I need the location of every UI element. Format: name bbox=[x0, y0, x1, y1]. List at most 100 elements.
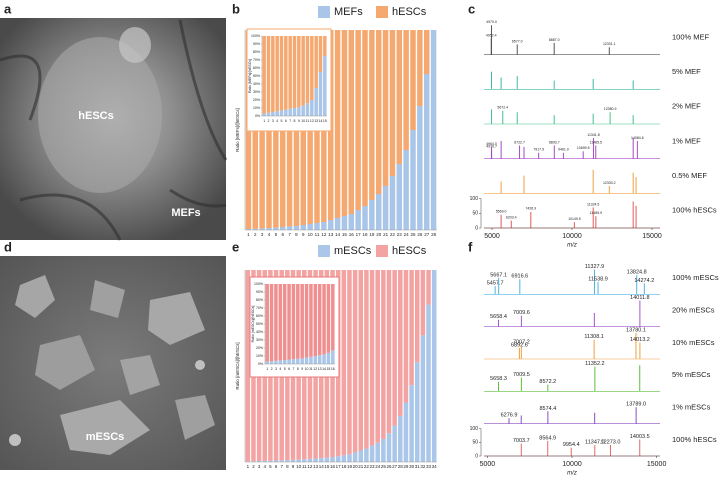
bar-segment bbox=[322, 354, 326, 364]
bar-segment bbox=[423, 30, 430, 74]
peak-label: 5569.0 bbox=[496, 210, 507, 214]
bar-segment bbox=[403, 270, 409, 403]
bar-segment bbox=[301, 105, 305, 116]
x-tick-label: 22 bbox=[364, 464, 370, 469]
x-tick-label: 1 bbox=[247, 464, 250, 469]
bar-segment bbox=[309, 284, 313, 357]
x-tick-label: 5000 bbox=[484, 233, 500, 240]
bar-segment bbox=[326, 352, 331, 364]
bar-segment bbox=[331, 284, 335, 351]
x-tick-label: 16 bbox=[331, 367, 335, 371]
bar-segment bbox=[369, 200, 375, 230]
bar-segment bbox=[409, 270, 414, 386]
bar-segment bbox=[313, 284, 318, 356]
x-tick-label: 12 bbox=[307, 464, 313, 469]
x-tick-label: 9 bbox=[292, 464, 295, 469]
x-tick-label: 10 bbox=[308, 232, 314, 237]
y-axis-label: Ratio [MEFs]/[hESCs] bbox=[248, 59, 252, 93]
bar-segment bbox=[398, 270, 403, 416]
x-tick-label: 20 bbox=[353, 464, 359, 469]
x-tick-label: 14 bbox=[322, 367, 326, 371]
bar-segment bbox=[417, 30, 423, 106]
bar-segment bbox=[348, 214, 355, 230]
peak-label: 7003.7 bbox=[513, 438, 530, 444]
bar-segment bbox=[321, 222, 327, 230]
trace-name: 0.5% MEF bbox=[672, 171, 707, 180]
bar-segment bbox=[375, 194, 382, 230]
bar-segment bbox=[322, 284, 326, 355]
bar-segment bbox=[403, 402, 409, 462]
bar-segment bbox=[275, 36, 279, 112]
peak-label: 7917.5 bbox=[533, 148, 544, 152]
y-tick-label: 50 bbox=[472, 211, 478, 217]
y-tick-label: 40% bbox=[253, 82, 260, 86]
x-tick-label: 21 bbox=[358, 464, 364, 469]
x-tick-label: 6 bbox=[281, 232, 284, 237]
micrograph-d: mESCs bbox=[0, 256, 226, 470]
y-tick-label: 40% bbox=[256, 330, 263, 334]
bar-segment bbox=[286, 226, 293, 230]
peak-label: 4970.0 bbox=[486, 20, 497, 24]
bar-segment bbox=[314, 36, 318, 88]
bar-segment bbox=[403, 30, 409, 150]
peak-label: 9954.4 bbox=[563, 442, 580, 448]
trace-name: 20% mESCs bbox=[672, 305, 715, 314]
bar-segment bbox=[347, 270, 352, 455]
panel-letter: d bbox=[4, 239, 12, 254]
trace-name: 5% MEF bbox=[672, 67, 701, 76]
bar-segment bbox=[292, 36, 297, 108]
x-tick-label: 19 bbox=[369, 232, 375, 237]
x-tick-label: 13 bbox=[314, 119, 318, 123]
bar-segment bbox=[282, 360, 287, 364]
peak-label: 8572.2 bbox=[539, 379, 556, 385]
x-tick-label: 27 bbox=[424, 232, 430, 237]
peak-label: 5457.7 bbox=[487, 281, 504, 287]
bar-segment bbox=[278, 284, 283, 361]
peak-label: 11352.2 bbox=[585, 361, 604, 367]
x-tick-label: 16 bbox=[349, 232, 355, 237]
bar-segment bbox=[326, 284, 331, 353]
bar-segment bbox=[266, 36, 271, 113]
micrograph-label: MEFs bbox=[171, 207, 200, 219]
x-tick-label: 17 bbox=[356, 232, 362, 237]
bar-segment bbox=[392, 270, 397, 426]
bar-segment bbox=[297, 36, 301, 108]
y-tick-label: 100 bbox=[470, 426, 479, 432]
y-tick-label: 90% bbox=[256, 290, 263, 294]
bar-segment bbox=[386, 270, 392, 434]
bar-segment bbox=[297, 107, 301, 116]
x-tick-label: 11 bbox=[309, 367, 313, 371]
bar-segment bbox=[293, 226, 300, 230]
bar-segment bbox=[290, 459, 296, 462]
y-tick-label: 100 bbox=[470, 196, 479, 202]
bar-segment bbox=[341, 216, 348, 230]
bar-segment bbox=[291, 284, 296, 360]
trace-name: 100% MEF bbox=[672, 32, 710, 41]
x-tick-label: 5 bbox=[275, 232, 278, 237]
x-tick-label: 4 bbox=[268, 232, 271, 237]
bar-segment bbox=[252, 228, 259, 230]
x-tick-label: 10 bbox=[305, 367, 309, 371]
bar-segment bbox=[245, 229, 252, 230]
peak-label: 11489.9 bbox=[590, 211, 602, 215]
bar-segment bbox=[296, 284, 300, 359]
bar-segment bbox=[358, 270, 364, 451]
bar-segment bbox=[291, 359, 296, 364]
bar-segment bbox=[273, 460, 279, 462]
peak-label: 5667.1 bbox=[490, 272, 507, 278]
peak-label: 11324.5 bbox=[587, 202, 599, 206]
micrograph-label: mESCs bbox=[86, 431, 125, 443]
bar-segment bbox=[431, 270, 437, 462]
panel-letter: a bbox=[4, 1, 12, 16]
peak-label: 11538.9 bbox=[588, 276, 607, 282]
bar-segment bbox=[285, 460, 290, 462]
x-tick-label: 10 bbox=[296, 464, 302, 469]
y-tick-label: 20% bbox=[256, 346, 263, 350]
x-tick-label: 21 bbox=[383, 232, 389, 237]
panel-letter: c bbox=[468, 1, 475, 16]
y-tick-label: 50% bbox=[253, 74, 260, 78]
peak-label: 7007.2 bbox=[513, 340, 530, 346]
bar-segment bbox=[335, 456, 341, 462]
bar-segment bbox=[334, 218, 341, 230]
y-tick-label: 10% bbox=[253, 106, 260, 110]
